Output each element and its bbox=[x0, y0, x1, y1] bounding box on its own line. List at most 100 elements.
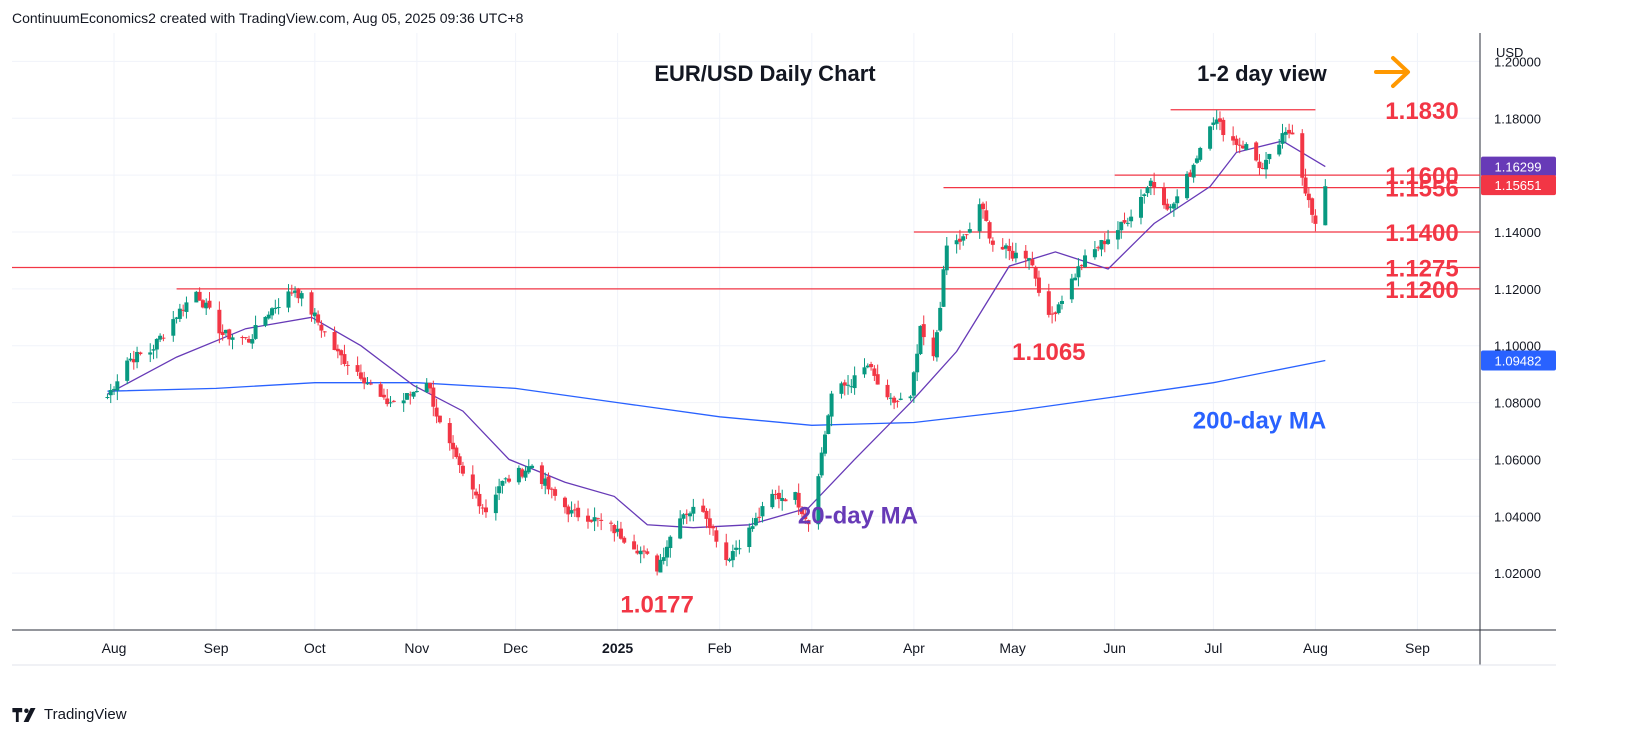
candle-body bbox=[332, 331, 337, 351]
candle-body bbox=[1046, 291, 1051, 315]
candle-body bbox=[220, 331, 225, 335]
y-tick-label: 1.18000 bbox=[1494, 111, 1541, 126]
candle-body bbox=[507, 478, 512, 482]
x-tick-label: Sep bbox=[204, 640, 229, 656]
candle-body bbox=[1056, 304, 1061, 314]
candle-body bbox=[1122, 220, 1127, 223]
candle-body bbox=[355, 365, 360, 372]
candle-body bbox=[1004, 245, 1009, 249]
y-tick-label: 1.14000 bbox=[1494, 225, 1541, 240]
candle-body bbox=[599, 519, 604, 521]
candle-body bbox=[1264, 159, 1269, 170]
plot-area bbox=[12, 33, 1480, 630]
candle-body bbox=[1106, 239, 1111, 244]
candle-body bbox=[885, 384, 890, 398]
eurusd-chart[interactable]: EUR/USD Daily Chart 1-2 day view 1.1830 1.1… bbox=[0, 0, 1634, 700]
candle-body bbox=[806, 520, 811, 525]
candle-body bbox=[197, 291, 202, 301]
candle-body bbox=[312, 312, 317, 317]
candle-body bbox=[270, 308, 275, 316]
candle-body bbox=[688, 513, 693, 517]
candle-body bbox=[414, 391, 419, 393]
support-resistance-lines bbox=[12, 109, 1480, 290]
candle-body bbox=[576, 507, 581, 518]
candle-body bbox=[796, 492, 801, 508]
candle-body bbox=[309, 292, 314, 315]
candle-body bbox=[612, 525, 617, 534]
time-axis: Aug Sep Oct Nov Dec 2025 Feb Mar Apr May Jun Jul Aug… bbox=[102, 640, 1431, 656]
x-tick-label: Dec bbox=[503, 640, 528, 656]
candle-body bbox=[819, 452, 824, 476]
candle-body bbox=[266, 314, 271, 319]
candle-body bbox=[154, 338, 159, 350]
candle-body bbox=[408, 394, 413, 396]
candle-body bbox=[194, 291, 199, 303]
candle-body bbox=[497, 486, 502, 494]
right-arrow-icon bbox=[1374, 56, 1410, 88]
candle-body bbox=[1007, 245, 1012, 252]
candle-body bbox=[1280, 133, 1285, 144]
candle-body bbox=[253, 325, 258, 339]
y-tick-label: 1.02000 bbox=[1494, 566, 1541, 581]
candle-body bbox=[151, 349, 156, 351]
candle-body bbox=[724, 542, 729, 561]
candle-body bbox=[454, 447, 459, 458]
candle-body bbox=[1231, 136, 1236, 141]
candle-body bbox=[1050, 313, 1055, 315]
candle-body bbox=[1234, 138, 1239, 145]
candle-body bbox=[852, 375, 857, 389]
candle-body bbox=[730, 551, 735, 561]
candle-body bbox=[1198, 147, 1203, 160]
candle-body bbox=[938, 307, 943, 331]
candle-body bbox=[1115, 230, 1120, 240]
candle-body bbox=[240, 336, 245, 339]
candle-body bbox=[793, 492, 798, 500]
candle-body bbox=[1257, 161, 1262, 168]
y-tick-label: 1.08000 bbox=[1494, 396, 1541, 411]
candle-body bbox=[1217, 118, 1222, 122]
candle-body bbox=[125, 360, 130, 381]
candle-body bbox=[181, 309, 186, 311]
candle-body bbox=[493, 494, 498, 514]
ma200-layer bbox=[107, 359, 1326, 426]
x-tick-label: Feb bbox=[708, 640, 732, 656]
candle-body bbox=[276, 307, 281, 309]
candle-body bbox=[618, 528, 623, 539]
candle-body bbox=[1287, 129, 1292, 134]
candle-body bbox=[246, 338, 251, 343]
price-badge-value: 1.16299 bbox=[1495, 160, 1542, 175]
annotations-layer: EUR/USD Daily Chart 1-2 day view 1.1830 1.1… bbox=[620, 56, 1459, 619]
candle-body bbox=[898, 398, 903, 400]
candle-body bbox=[665, 546, 670, 558]
candle-body bbox=[1000, 246, 1005, 250]
candle-body bbox=[1162, 187, 1167, 206]
candle-body bbox=[944, 245, 949, 271]
candle-body bbox=[434, 407, 439, 417]
candle-body bbox=[1290, 132, 1295, 135]
candle-body bbox=[526, 466, 531, 473]
candle-body bbox=[711, 526, 716, 529]
candle-body bbox=[1148, 180, 1153, 187]
candle-body bbox=[1241, 145, 1246, 149]
chart-title: EUR/USD Daily Chart bbox=[654, 61, 876, 86]
candle-body bbox=[1214, 119, 1219, 124]
candle-body bbox=[678, 518, 683, 539]
candle-body bbox=[737, 548, 742, 550]
candle-body bbox=[684, 513, 689, 515]
candle-body bbox=[319, 324, 324, 331]
candle-body bbox=[381, 394, 386, 398]
x-tick-label: Aug bbox=[1303, 640, 1328, 656]
candle-body bbox=[207, 300, 212, 308]
candle-body bbox=[148, 352, 153, 355]
candle-body bbox=[543, 478, 548, 486]
candle-body bbox=[1283, 131, 1288, 135]
candle-body bbox=[569, 510, 574, 514]
level-label: 1.1275 bbox=[1385, 256, 1458, 283]
candle-body bbox=[1099, 240, 1104, 250]
candle-body bbox=[645, 551, 650, 554]
candle-body bbox=[747, 527, 752, 548]
candle-body bbox=[1237, 144, 1242, 146]
candle-body bbox=[780, 497, 785, 502]
candle-body bbox=[483, 507, 488, 513]
candle-body bbox=[322, 331, 327, 333]
